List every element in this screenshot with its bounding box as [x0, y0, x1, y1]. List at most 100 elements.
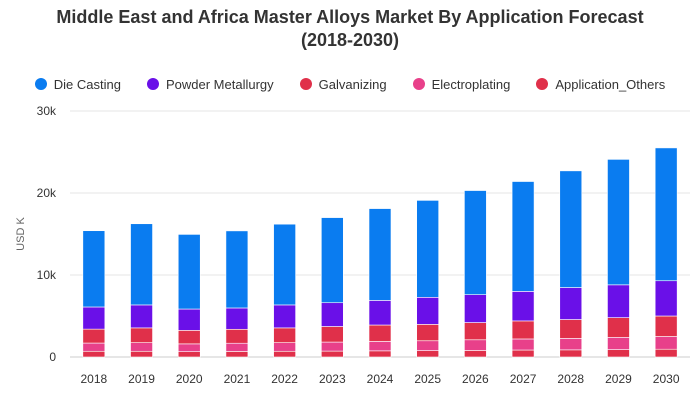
bar-segment-electroplating [130, 342, 153, 352]
bar-segment-powder-metallurgy [225, 307, 249, 330]
bar-segment-application-others [130, 350, 153, 358]
bar-segment-powder-metallurgy [559, 287, 583, 320]
bar-segment-powder-metallurgy [654, 280, 678, 317]
bar-segment-application-others [273, 350, 296, 358]
bar-segment-application-others [607, 349, 630, 358]
bar-segment-powder-metallurgy [321, 302, 344, 327]
bar-segment-electroplating [82, 342, 106, 352]
bar-segment-galvanizing [273, 327, 296, 343]
y-tick-label: 10k [37, 268, 57, 282]
bar-segment-application-others [177, 351, 201, 358]
legend-item-electroplating[interactable]: Electroplating [412, 76, 511, 92]
bar-segment-powder-metallurgy [416, 297, 439, 325]
bar-segment-electroplating [511, 338, 535, 351]
legend-item-die-casting[interactable]: Die Casting [34, 76, 121, 92]
bar-segment-application-others [559, 349, 583, 358]
legend-label-application-others: Application_Others [555, 76, 666, 92]
bar-segment-galvanizing [607, 317, 630, 338]
bar-segment-powder-metallurgy [273, 304, 296, 329]
x-tick-label: 2030 [653, 372, 680, 386]
legend-label-electroplating: Electroplating [431, 76, 511, 92]
bar-segment-galvanizing [225, 328, 249, 344]
legend-label-powder-metallurgy: Powder Metallurgy [165, 76, 274, 92]
bar-segment-galvanizing [321, 326, 344, 343]
bar-segment-electroplating [559, 338, 583, 351]
bar-segment-electroplating [416, 340, 439, 351]
bar-segment-galvanizing [559, 319, 583, 339]
bar-segment-electroplating [464, 339, 487, 351]
bar-segment-galvanizing [654, 315, 678, 337]
bar-segment-die-casting [130, 223, 153, 306]
bar-segment-application-others [368, 350, 392, 358]
bar-segment-powder-metallurgy [607, 284, 630, 318]
x-tick-label: 2018 [80, 372, 107, 386]
bar-segment-electroplating [607, 337, 630, 350]
legend-dot-galvanizing [299, 78, 312, 90]
x-tick-label: 2026 [462, 372, 489, 386]
legend-dot-die-casting [34, 78, 47, 90]
bar-segment-die-casting [559, 170, 583, 288]
bar-segment-electroplating [177, 343, 201, 352]
legend-label-galvanizing: Galvanizing [318, 76, 387, 92]
y-tick-label: 30k [37, 104, 57, 118]
chart-title-line-1: Middle East and Africa Master Alloys Mar… [56, 7, 644, 27]
bar-segment-electroplating [368, 341, 392, 352]
bar-segment-application-others [511, 349, 535, 358]
x-tick-label: 2023 [319, 372, 346, 386]
chart-title-line-2: (2018-2030) [300, 30, 400, 50]
bar-segment-galvanizing [130, 327, 153, 343]
bar-segment-powder-metallurgy [511, 291, 535, 322]
chart-title: Middle East and Africa Master Alloys Mar… [0, 6, 700, 52]
bar-segment-galvanizing [464, 322, 487, 341]
bar-segment-application-others [321, 350, 344, 358]
bar-segment-powder-metallurgy [177, 308, 201, 331]
bar-segment-powder-metallurgy [368, 300, 392, 326]
bar-segment-electroplating [273, 342, 296, 352]
bar-segment-die-casting [82, 230, 106, 308]
legend-item-galvanizing[interactable]: Galvanizing [299, 76, 387, 92]
bar-segment-die-casting [464, 190, 487, 295]
x-tick-label: 2024 [367, 372, 394, 386]
bar-segment-electroplating [225, 342, 249, 352]
legend-dot-powder-metallurgy [146, 78, 159, 90]
bar-segment-galvanizing [416, 324, 439, 342]
bar-segment-die-casting [273, 223, 296, 306]
legend-item-powder-metallurgy[interactable]: Powder Metallurgy [146, 76, 274, 92]
bar-segment-die-casting [416, 200, 439, 298]
chart-legend: Die Casting Powder Metallurgy Galvanizin… [0, 75, 700, 93]
legend-dot-application-others [536, 78, 549, 90]
bar-segment-application-others [416, 350, 439, 358]
bar-segment-application-others [654, 348, 678, 358]
x-tick-label: 2019 [128, 372, 155, 386]
bar-segment-die-casting [607, 159, 630, 286]
bar-segment-galvanizing [82, 328, 106, 344]
bar-segment-die-casting [321, 217, 344, 304]
legend-item-application-others[interactable]: Application_Others [536, 77, 665, 92]
x-tick-label: 2028 [557, 372, 584, 386]
x-tick-label: 2021 [224, 372, 251, 386]
bar-segment-powder-metallurgy [464, 294, 487, 323]
bar-segment-application-others [225, 351, 249, 358]
bar-segment-die-casting [177, 234, 201, 310]
y-axis-title: USD K [15, 217, 27, 251]
x-tick-label: 2025 [414, 372, 441, 386]
bar-segment-application-others [464, 350, 487, 358]
bar-segment-galvanizing [511, 320, 535, 340]
bar-segment-die-casting [368, 208, 392, 301]
x-tick-label: 2027 [510, 372, 537, 386]
bar-segment-die-casting [511, 181, 535, 292]
bar-segment-electroplating [654, 336, 678, 350]
x-tick-label: 2029 [605, 372, 632, 386]
y-tick-label: 20k [37, 186, 57, 200]
legend-label-die-casting: Die Casting [53, 76, 121, 92]
bar-segment-galvanizing [368, 324, 392, 342]
bar-segment-application-others [82, 350, 106, 358]
bar-segment-powder-metallurgy [82, 306, 106, 330]
y-tick-label: 0 [49, 350, 56, 364]
legend-dot-electroplating [412, 78, 425, 90]
bar-segment-die-casting [225, 230, 249, 309]
x-tick-label: 2020 [176, 372, 203, 386]
x-tick-label: 2022 [271, 372, 298, 386]
